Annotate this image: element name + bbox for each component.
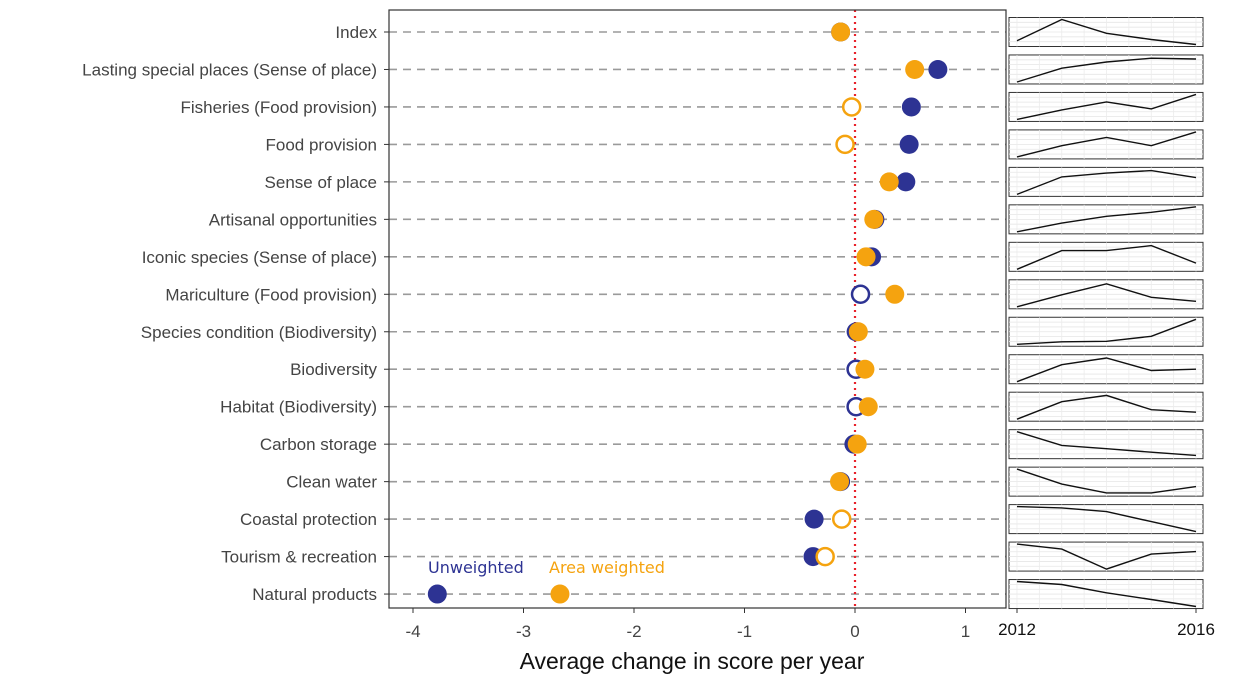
- area-weighted-point: [831, 509, 852, 529]
- area-weighted-point: [815, 546, 835, 567]
- sparkline-panel: [1008, 391, 1204, 422]
- unweighted-point: [850, 284, 871, 305]
- sparkline-trend: [1016, 131, 1197, 158]
- area-weighted-point: [855, 359, 875, 379]
- sparkline-trend: [1016, 18, 1197, 46]
- sparkline-trend: [1016, 543, 1197, 570]
- unweighted-point: [928, 59, 948, 79]
- data-points: [427, 22, 948, 604]
- category-label: Species condition (Biodiversity): [141, 323, 377, 342]
- x-axis-title: Average change in score per year: [520, 648, 865, 674]
- legend-area-weighted: Area weighted: [549, 558, 665, 577]
- area-weighted-point: [848, 322, 868, 342]
- area-weighted-point: [831, 22, 851, 42]
- x-tick-label: -4: [405, 622, 420, 641]
- category-label: Natural products: [252, 585, 377, 604]
- sparkline-trend: [1016, 505, 1197, 533]
- plot-frame: [388, 9, 1007, 609]
- sparkline-panel: [1008, 579, 1204, 610]
- category-label: Tourism & recreation: [221, 548, 377, 567]
- sparkline-trend: [1016, 394, 1197, 420]
- sparkline-trend: [1016, 283, 1197, 308]
- sparkline-trend: [1016, 244, 1197, 270]
- category-label: Iconic species (Sense of place): [142, 248, 377, 267]
- gridlines: [389, 31, 1006, 595]
- unweighted-point: [427, 584, 447, 604]
- area-weighted-point: [830, 472, 850, 492]
- sparkline-trend: [1016, 169, 1197, 196]
- category-labels: Index Lasting special places (Sense of pl…: [82, 23, 389, 604]
- sparkline-trend: [1016, 206, 1197, 233]
- sparkline-panel: [1008, 91, 1204, 122]
- sparkline-panel: [1008, 316, 1204, 347]
- sparkline-panel: [1008, 129, 1204, 160]
- sparkline-panel: [1008, 204, 1204, 235]
- category-label: Biodiversity: [290, 360, 377, 379]
- area-weighted-point: [835, 134, 855, 155]
- sparkline-trend: [1016, 580, 1197, 608]
- legend: Unweighted Area weighted: [428, 558, 665, 577]
- area-weighted-point: [879, 172, 899, 192]
- sparkline-trend: [1016, 357, 1197, 383]
- category-label: Clean water: [286, 473, 377, 492]
- category-label: Carbon storage: [260, 435, 377, 454]
- sparkline-trend: [1016, 318, 1197, 345]
- sparkline-panel: [1008, 17, 1204, 47]
- sparkline-panel: [1008, 166, 1204, 197]
- sparklines: [1008, 17, 1204, 610]
- sparkline-panel: [1008, 429, 1204, 460]
- x-tick-label: -1: [737, 622, 752, 641]
- area-weighted-point: [905, 59, 925, 79]
- category-label: Mariculture (Food provision): [165, 285, 377, 304]
- sparkline-panel: [1008, 541, 1204, 572]
- sparkline-panel: [1008, 279, 1204, 310]
- unweighted-point: [804, 509, 824, 529]
- unweighted-point: [899, 134, 919, 154]
- area-weighted-point: [856, 247, 876, 267]
- sparkline-panel: [1008, 466, 1204, 497]
- sparkline-trend: [1016, 57, 1197, 83]
- legend-unweighted: Unweighted: [428, 558, 524, 577]
- category-label: Lasting special places (Sense of place): [82, 60, 377, 79]
- sparkline-year-axis: 2012 2016: [998, 608, 1215, 639]
- area-weighted-point: [864, 209, 884, 229]
- area-weighted-point: [841, 97, 862, 117]
- category-label: Fisheries (Food provision): [180, 98, 377, 117]
- area-weighted-point: [550, 584, 570, 604]
- category-label: Coastal protection: [240, 510, 377, 529]
- year-start-label: 2012: [998, 620, 1036, 639]
- x-tick-label: 0: [850, 622, 859, 641]
- year-end-label: 2016: [1177, 620, 1215, 639]
- area-weighted-point: [847, 434, 867, 454]
- area-weighted-point: [858, 397, 878, 417]
- x-tick-label: -2: [626, 622, 641, 641]
- sparkline-trend: [1016, 468, 1197, 494]
- unweighted-point: [896, 172, 916, 192]
- sparkline-trend: [1016, 93, 1197, 121]
- category-label: Artisanal opportunities: [209, 210, 377, 229]
- area-weighted-point: [885, 284, 905, 304]
- x-axis-ticks: -4 -3 -2 -1 0 1: [405, 608, 970, 641]
- unweighted-point: [901, 97, 921, 117]
- x-tick-label: 1: [961, 622, 970, 641]
- category-label: Sense of place: [265, 173, 377, 192]
- sparkline-panel: [1008, 54, 1204, 85]
- category-label: Habitat (Biodiversity): [220, 398, 377, 417]
- sparkline-panel: [1008, 354, 1204, 385]
- x-tick-label: -3: [516, 622, 531, 641]
- sparkline-panel: [1008, 504, 1204, 535]
- category-label: Food provision: [265, 135, 377, 154]
- sparkline-panel: [1008, 241, 1204, 272]
- sparkline-trend: [1016, 431, 1197, 457]
- category-label: Index: [335, 23, 377, 42]
